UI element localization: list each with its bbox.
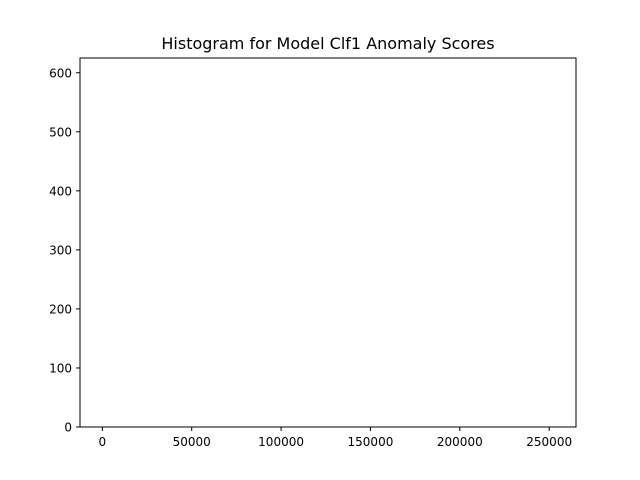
y-tick-label: 500 (49, 125, 72, 139)
y-axis-ticks: 0 100 200 300 400 500 600 (49, 66, 80, 435)
x-axis-ticks: 0 50000 100000 150000 200000 250000 (99, 427, 572, 449)
y-tick-label: 400 (49, 184, 72, 198)
x-tick-label: 0 (99, 435, 107, 449)
x-tick-label: 150000 (348, 435, 394, 449)
y-tick-label: 100 (49, 361, 72, 375)
y-tick-label: 300 (49, 243, 72, 257)
x-tick-label: 100000 (258, 435, 304, 449)
x-tick-label: 250000 (526, 435, 572, 449)
plot-frame (79, 57, 577, 428)
x-tick-label: 200000 (437, 435, 483, 449)
x-tick-label: 50000 (173, 435, 211, 449)
y-tick-label: 600 (49, 66, 72, 80)
y-tick-label: 200 (49, 302, 72, 316)
chart-title: Histogram for Model Clf1 Anomaly Scores (161, 34, 494, 53)
y-tick-label: 0 (64, 421, 72, 435)
